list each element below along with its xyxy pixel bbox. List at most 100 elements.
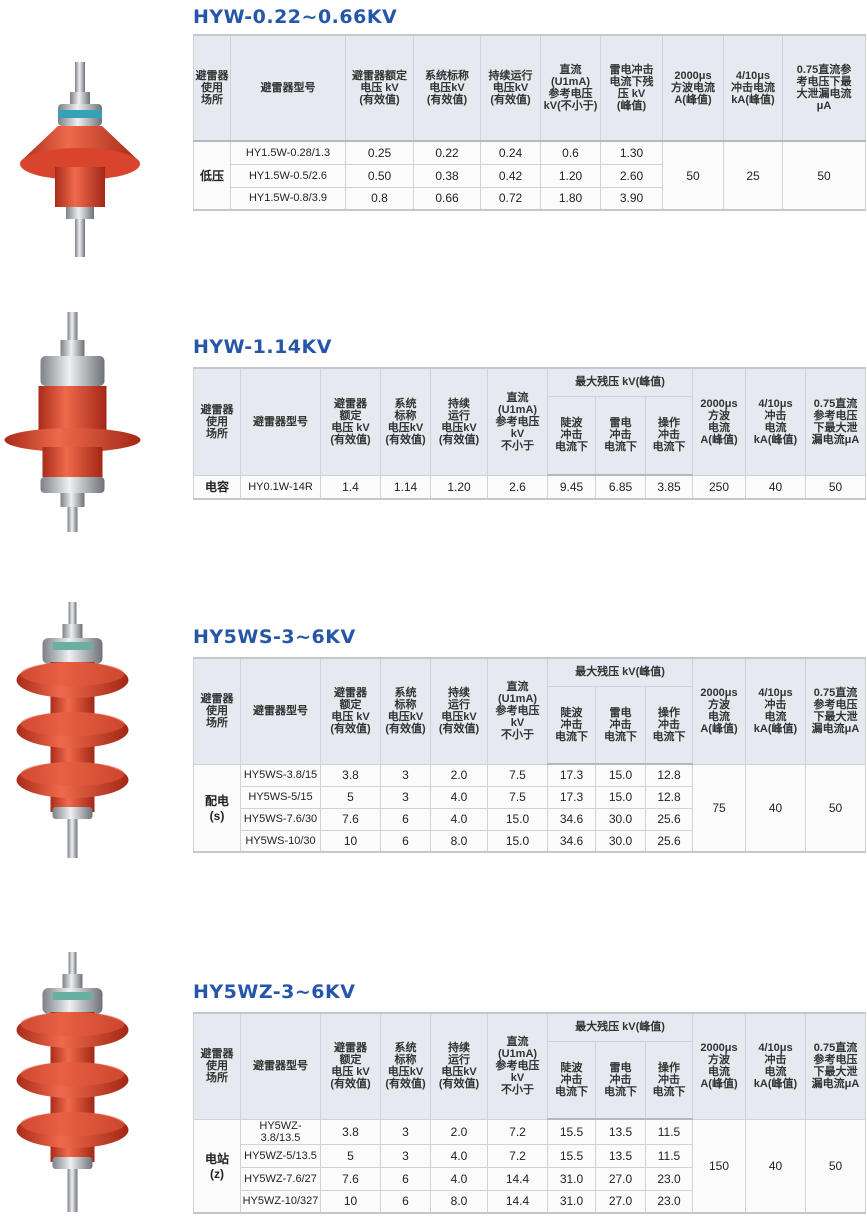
value-cell: 15.5 bbox=[547, 1118, 596, 1145]
column-header: 4/10μs 冲击 电流 kA(峰值) bbox=[745, 657, 806, 765]
model-cell: HY5WZ-7.6/27 bbox=[240, 1166, 321, 1191]
value-cell: 0.24 bbox=[480, 140, 541, 165]
arrester-photo bbox=[0, 312, 145, 532]
table-row: HY5WS-5/15 5 3 4.0 7.5 17.3 15.0 12.8 bbox=[194, 785, 866, 809]
column-header: 4/10μs 冲击 电流 kA(峰值) bbox=[745, 367, 806, 476]
column-header: 直流 (U1mA) 参考电压 kV 不小于 bbox=[487, 367, 548, 476]
usage-cell: 电站 (z) bbox=[193, 1118, 241, 1214]
value-cell: 7.2 bbox=[487, 1143, 548, 1168]
column-header: 2000μs 方波 电流 A(峰值) bbox=[692, 657, 746, 765]
value-cell: 30.0 bbox=[595, 807, 646, 831]
value-cell: 15.0 bbox=[487, 807, 548, 831]
model-cell: HY1.5W-0.8/3.9 bbox=[230, 186, 346, 211]
column-header: 避雷器 使用 场所 bbox=[193, 657, 241, 765]
column-header: 2000μs 方波 电流 A(峰值) bbox=[692, 367, 746, 476]
column-header: 直流 (U1mA) 参考电压 kV(不小于) bbox=[540, 34, 601, 142]
value-cell: 5 bbox=[320, 785, 381, 809]
column-header: 4/10μs 冲击 电流 kA(峰值) bbox=[745, 1012, 806, 1120]
shared-value-cell: 50 bbox=[805, 474, 866, 500]
usage-cell: 配电 (s) bbox=[193, 763, 241, 853]
value-cell: 0.50 bbox=[345, 163, 414, 188]
model-cell: HY5WS-3.8/15 bbox=[240, 763, 321, 787]
column-header: 避雷器型号 bbox=[240, 1012, 321, 1120]
value-cell: 23.0 bbox=[645, 1189, 693, 1214]
column-header: 0.75直流 参考电压 下最大泄 漏电流μA bbox=[805, 367, 866, 476]
red-surge-arrester-single-shed-icon bbox=[20, 62, 140, 257]
sub-column-header: 操作 冲击 电流下 bbox=[645, 395, 693, 476]
table-row: HY5WZ-7.6/27 7.6 6 4.0 14.4 31.0 27.0 23.0 bbox=[194, 1166, 866, 1191]
column-header: 系统 标称 电压kV (有效值) bbox=[380, 367, 431, 476]
column-header: 4/10μs 冲击电流 kA(峰值) bbox=[723, 34, 783, 142]
spec-table: 避雷器 使用 场所 避雷器型号 避雷器 额定 电压 kV (有效值) 系统 标称 电压… bbox=[193, 367, 866, 500]
column-header: 持续运行 电压kV (有效值) bbox=[480, 34, 541, 142]
value-cell: 0.66 bbox=[413, 186, 481, 211]
table-row: 配电 (s) HY5WS-3.8/15 3.8 3 2.0 7.5 17.3 15.0 12.8… bbox=[193, 763, 866, 853]
sub-column-header: 操作 冲击 电流下 bbox=[645, 1040, 693, 1120]
shared-value-cell: 40 bbox=[745, 763, 806, 853]
header-row: 避雷器 使用 场所 避雷器型号 避雷器额定 电压 kV (有效值) 系统标称 电压kV… bbox=[193, 34, 866, 142]
column-header: 0.75直流 参考电压 下最大泄 漏电流μA bbox=[805, 657, 866, 765]
sub-column-header: 陡波 冲击 电流下 bbox=[547, 1040, 596, 1120]
value-cell: 3 bbox=[380, 785, 431, 809]
red-surge-arrester-three-shed-icon bbox=[16, 952, 129, 1212]
spec-table: 避雷器 使用 场所 避雷器型号 避雷器额定 电压 kV (有效值) 系统标称 电压kV… bbox=[193, 34, 866, 211]
subheader-row: 陡波 冲击 电流下 雷电 冲击 电流下 操作 冲击 电流下 bbox=[194, 685, 866, 765]
value-cell: 27.0 bbox=[595, 1189, 646, 1214]
model-cell: HY5WS-10/30 bbox=[240, 829, 321, 853]
value-cell: 13.5 bbox=[595, 1143, 646, 1168]
value-cell: 4.0 bbox=[430, 807, 488, 831]
column-header: 2000μs 方波 电流 A(峰值) bbox=[692, 1012, 746, 1120]
column-header: 避雷器 额定 电压 kV (有效值) bbox=[320, 1012, 381, 1120]
column-header: 持续 运行 电压kV (有效值) bbox=[430, 1012, 488, 1120]
value-cell: 6 bbox=[380, 1189, 431, 1214]
value-cell: 3 bbox=[380, 763, 431, 787]
value-cell: 31.0 bbox=[547, 1166, 596, 1191]
section-title: HY5WZ-3~6KV bbox=[193, 981, 356, 1003]
column-header: 避雷器额定 电压 kV (有效值) bbox=[345, 34, 414, 142]
spec-table: 避雷器 使用 场所 避雷器型号 避雷器 额定 电压 kV (有效值) 系统 标称 电压… bbox=[193, 1012, 866, 1214]
value-cell: 0.38 bbox=[413, 163, 481, 188]
value-cell: 2.60 bbox=[600, 163, 663, 188]
model-cell: HY5WZ-5/13.5 bbox=[240, 1143, 321, 1168]
section-title: HYW-0.22~0.66KV bbox=[193, 6, 398, 28]
value-cell: 3 bbox=[380, 1143, 431, 1168]
table-row: HY1.5W-0.5/2.6 0.50 0.38 0.42 1.20 2.60 bbox=[194, 163, 866, 188]
value-cell: 8.0 bbox=[430, 829, 488, 853]
column-header: 避雷器 使用 场所 bbox=[193, 367, 241, 476]
shared-value-cell: 50 bbox=[805, 1118, 866, 1214]
value-cell: 2.6 bbox=[487, 474, 548, 500]
value-cell: 34.6 bbox=[547, 807, 596, 831]
value-cell: 6 bbox=[380, 829, 431, 853]
column-header: 直流 (U1mA) 参考电压 kV 不小于 bbox=[487, 1012, 548, 1120]
column-header: 直流 (U1mA) 参考电压 kV 不小于 bbox=[487, 657, 548, 765]
value-cell: 0.8 bbox=[345, 186, 414, 211]
value-cell: 15.0 bbox=[487, 829, 548, 853]
table-row: 电容 HY0.1W-14R 1.4 1.14 1.20 2.6 9.45 6.85 3.85 25… bbox=[193, 474, 866, 500]
header-row: 避雷器 使用 场所 避雷器型号 避雷器 额定 电压 kV (有效值) 系统 标称 电压… bbox=[193, 1012, 866, 1120]
table-row: 低压 HY1.5W-0.28/1.3 0.25 0.22 0.24 0.6 1.30 50 25… bbox=[193, 140, 866, 211]
value-cell: 25.6 bbox=[645, 807, 693, 831]
value-cell: 4.0 bbox=[430, 1143, 488, 1168]
value-cell: 4.0 bbox=[430, 1166, 488, 1191]
sub-column-header: 陡波 冲击 电流下 bbox=[547, 685, 596, 765]
value-cell: 7.6 bbox=[320, 807, 381, 831]
value-cell: 17.3 bbox=[547, 763, 596, 787]
shared-value-cell: 150 bbox=[692, 1118, 746, 1214]
sub-column-header: 操作 冲击 电流下 bbox=[645, 685, 693, 765]
value-cell: 7.5 bbox=[487, 785, 548, 809]
value-cell: 15.0 bbox=[595, 763, 646, 787]
value-cell: 14.4 bbox=[487, 1189, 548, 1214]
value-cell: 0.6 bbox=[540, 140, 601, 165]
value-cell: 0.22 bbox=[413, 140, 481, 165]
value-cell: 17.3 bbox=[547, 785, 596, 809]
value-cell: 0.72 bbox=[480, 186, 541, 211]
value-cell: 10 bbox=[320, 829, 381, 853]
arrester-photo bbox=[10, 602, 135, 858]
value-cell: 7.2 bbox=[487, 1118, 548, 1145]
model-cell: HY1.5W-0.28/1.3 bbox=[230, 140, 346, 165]
value-cell: 0.42 bbox=[480, 163, 541, 188]
sub-column-header: 雷电 冲击 电流下 bbox=[595, 1040, 646, 1120]
value-cell: 14.4 bbox=[487, 1166, 548, 1191]
table-row: HY5WZ-5/13.5 5 3 4.0 7.2 15.5 13.5 11.5 bbox=[194, 1143, 866, 1168]
column-header: 避雷器型号 bbox=[230, 34, 346, 142]
